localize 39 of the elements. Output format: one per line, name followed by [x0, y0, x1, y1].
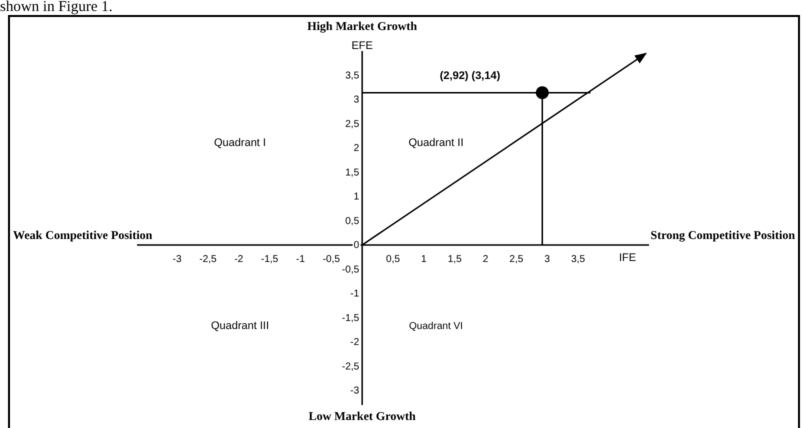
x-tick-label: -0,5 — [322, 254, 340, 266]
annotation: Weak Competitive Position — [13, 228, 153, 242]
text: Strong Competitive Position — [650, 228, 796, 242]
y-tick-label: 1,5 — [345, 167, 360, 178]
text: Low Market Growth — [308, 409, 416, 423]
x-axis-title: IFE — [619, 252, 636, 264]
y-tick-label: -1 — [350, 288, 360, 300]
y-tick-label: 0,5 — [345, 216, 360, 227]
y-tick-label: 2,5 — [345, 118, 360, 130]
x-tick-label: -1,5 — [261, 254, 279, 266]
x-tick-label: 2,5 — [509, 254, 524, 266]
x-tick-label: -1 — [296, 254, 306, 266]
annotation: Quadrant I — [214, 137, 266, 149]
x-tick-label: -3 — [172, 254, 182, 266]
x-tick-label: 1 — [421, 254, 428, 266]
y-tick-label: -2 — [350, 337, 360, 348]
y-axis-title: EFE — [351, 40, 373, 52]
x-tick-label: 3,5 — [571, 254, 586, 266]
x-tick-label: -2,5 — [199, 254, 217, 266]
annotation: (2,92) (3,14) — [440, 70, 501, 82]
x-tick-label: 1,5 — [448, 254, 462, 266]
annotation: Quadrant II — [408, 137, 464, 149]
y-tick-label: -1,5 — [342, 312, 360, 324]
annotation: Quadrant III — [210, 320, 270, 332]
y-tick-label: -0,5 — [342, 264, 360, 276]
x-tick-label: 2 — [482, 254, 489, 266]
x-tick-label: 3 — [544, 254, 550, 266]
y-tick-label: 1 — [354, 192, 360, 203]
y-tick-label: -2,5 — [342, 361, 360, 372]
text: shown in Figure 1. — [0, 0, 112, 15]
annotation: Quadrant VI — [409, 321, 463, 332]
y-tick-label: 3 — [354, 94, 360, 106]
y-tick-label: 2 — [354, 143, 360, 154]
x-tick-label: 0,5 — [386, 254, 400, 266]
x-tick-label: -2 — [234, 254, 244, 266]
text: High Market Growth — [307, 19, 418, 33]
y-tick-label: 3,5 — [345, 70, 360, 82]
y-tick-label: 0 — [354, 240, 360, 252]
y-tick-label: -3 — [350, 386, 360, 397]
